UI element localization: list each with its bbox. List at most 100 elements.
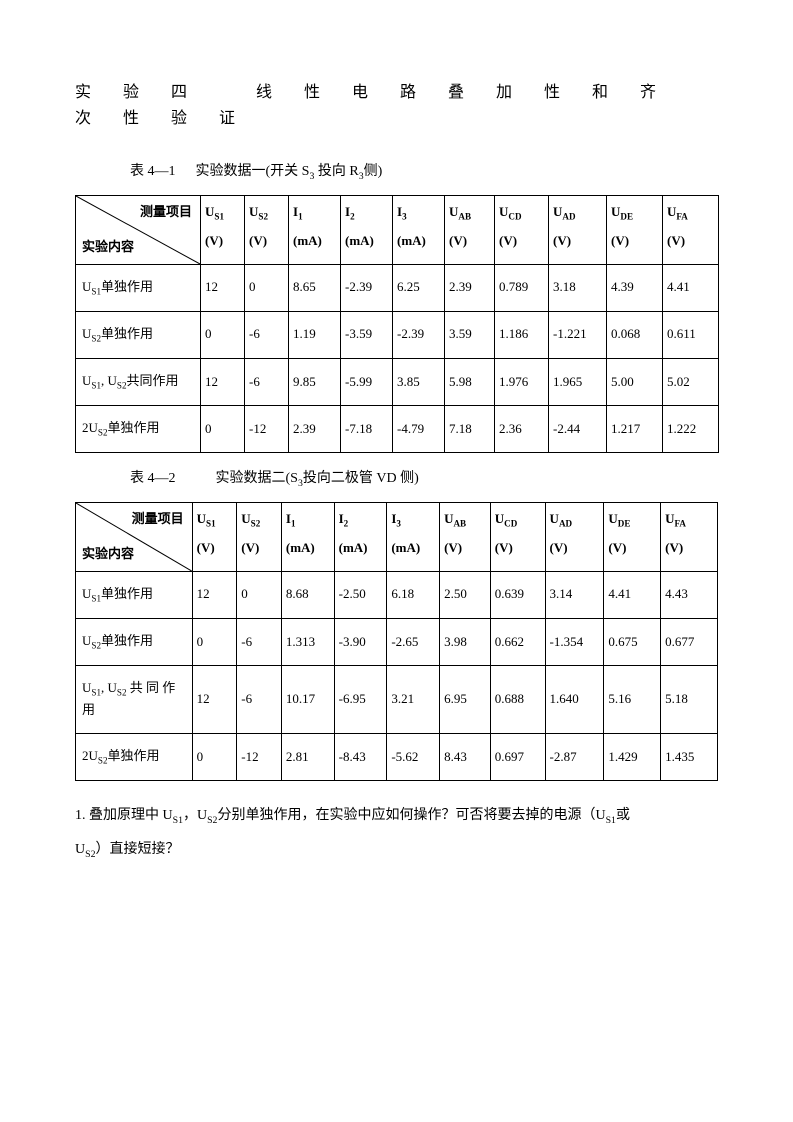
data-cell: -2.50: [334, 571, 387, 618]
data-cell: 0.662: [490, 618, 545, 665]
data-cell: 5.02: [663, 358, 719, 405]
data-cell: 3.85: [393, 358, 445, 405]
data-cell: 5.00: [607, 358, 663, 405]
table-row: 2US2单独作用0-122.81-8.43-5.628.430.697-2.87…: [76, 733, 718, 780]
caption-1: 表 4—1实验数据一(开关 S3 投向 R3侧): [130, 161, 718, 184]
col-header: UFA(V): [661, 502, 718, 571]
data-cell: 1.222: [663, 406, 719, 453]
col-header: US2(V): [245, 195, 289, 264]
data-cell: 0.677: [661, 618, 718, 665]
row-label: US1单独作用: [76, 571, 193, 618]
data-cell: 0: [237, 571, 282, 618]
diag-bottom: 实验内容: [82, 237, 134, 258]
data-cell: 0.675: [604, 618, 661, 665]
q-t4: 或: [616, 808, 630, 823]
q-s4: S2: [85, 848, 95, 859]
data-cell: 0.068: [607, 311, 663, 358]
title-prefix: 实 验 四: [75, 84, 201, 101]
data-cell: 1.640: [545, 665, 604, 733]
diag-bottom: 实验内容: [82, 544, 134, 565]
data-cell: 4.41: [663, 264, 719, 311]
data-cell: 12: [201, 358, 245, 405]
data-cell: 0.789: [495, 264, 549, 311]
data-cell: -7.18: [341, 406, 393, 453]
data-cell: 6.25: [393, 264, 445, 311]
caption-1-text-b: 投向 R: [314, 164, 358, 179]
data-cell: 1.217: [607, 406, 663, 453]
data-cell: -1.354: [545, 618, 604, 665]
caption-1-text-c: 侧): [364, 164, 383, 179]
data-cell: -2.44: [549, 406, 607, 453]
data-cell: 7.18: [445, 406, 495, 453]
table-row: US2单独作用0-61.19-3.59-2.393.591.186-1.2210…: [76, 311, 719, 358]
col-header: US1(V): [192, 502, 237, 571]
data-cell: 1.429: [604, 733, 661, 780]
data-cell: 1.186: [495, 311, 549, 358]
data-cell: -1.221: [549, 311, 607, 358]
data-cell: 0: [192, 733, 237, 780]
data-cell: 3.21: [387, 665, 440, 733]
col-header: UAB(V): [440, 502, 491, 571]
data-cell: 4.43: [661, 571, 718, 618]
data-cell: 0: [192, 618, 237, 665]
caption-2-text-a: 实验数据二(S: [216, 471, 298, 486]
data-cell: 5.18: [661, 665, 718, 733]
diag-top: 测量项目: [140, 202, 192, 223]
data-cell: 10.17: [281, 665, 334, 733]
row-label: 2US2单独作用: [76, 406, 201, 453]
table-2: 测量项目实验内容US1(V)US2(V)I1(mA)I2(mA)I3(mA)UA…: [75, 502, 718, 781]
col-header: I2(mA): [334, 502, 387, 571]
data-cell: -4.79: [393, 406, 445, 453]
data-cell: -6: [237, 665, 282, 733]
table-row: US2单独作用0-61.313-3.90-2.653.980.662-1.354…: [76, 618, 718, 665]
data-cell: 12: [192, 665, 237, 733]
table-row: 2US2单独作用0-122.39-7.18-4.797.182.36-2.441…: [76, 406, 719, 453]
data-cell: 6.18: [387, 571, 440, 618]
col-header: I3(mA): [387, 502, 440, 571]
col-header: UDE(V): [607, 195, 663, 264]
data-cell: 4.41: [604, 571, 661, 618]
col-header: I2(mA): [341, 195, 393, 264]
data-cell: 1.19: [289, 311, 341, 358]
data-cell: 0: [201, 406, 245, 453]
col-header: UCD(V): [495, 195, 549, 264]
data-cell: 5.98: [445, 358, 495, 405]
diag-top: 测量项目: [132, 509, 184, 530]
data-cell: 2.39: [445, 264, 495, 311]
data-cell: -2.39: [341, 264, 393, 311]
data-cell: 1.976: [495, 358, 549, 405]
data-cell: 4.39: [607, 264, 663, 311]
data-cell: 2.81: [281, 733, 334, 780]
data-cell: 3.59: [445, 311, 495, 358]
data-cell: -8.43: [334, 733, 387, 780]
data-cell: -6: [245, 358, 289, 405]
question-1: 1. 叠加原理中 US1，US2分别单独作用，在实验中应如何操作？可否将要去掉的…: [75, 799, 718, 866]
data-cell: 1.965: [549, 358, 607, 405]
q-t1: 1. 叠加原理中 U: [75, 808, 173, 823]
data-cell: -12: [245, 406, 289, 453]
q-t3: 分别单独作用，在实验中应如何操作？可否将要去掉的电源（U: [217, 808, 605, 823]
data-cell: 1.313: [281, 618, 334, 665]
col-header: UAB(V): [445, 195, 495, 264]
data-cell: 9.85: [289, 358, 341, 405]
row-label: 2US2单独作用: [76, 733, 193, 780]
col-header: I3(mA): [393, 195, 445, 264]
data-cell: 8.68: [281, 571, 334, 618]
data-cell: -2.39: [393, 311, 445, 358]
row-label: US2单独作用: [76, 311, 201, 358]
table-row: US1单独作用1208.68-2.506.182.500.6393.144.41…: [76, 571, 718, 618]
q-t5: U: [75, 842, 85, 857]
col-header: I1(mA): [289, 195, 341, 264]
q-s1: S1: [173, 815, 183, 826]
diagonal-header: 测量项目实验内容: [76, 195, 201, 264]
q-t6: ）直接短接？: [95, 842, 179, 857]
data-cell: 1.435: [661, 733, 718, 780]
caption-1-num: 表 4—1: [130, 164, 176, 179]
data-cell: -6: [237, 618, 282, 665]
caption-2-text-b: 投向二极管 VD 侧): [303, 471, 419, 486]
col-header: UCD(V): [490, 502, 545, 571]
data-cell: 0.611: [663, 311, 719, 358]
data-cell: -12: [237, 733, 282, 780]
col-header: UAD(V): [549, 195, 607, 264]
col-header: US1(V): [201, 195, 245, 264]
